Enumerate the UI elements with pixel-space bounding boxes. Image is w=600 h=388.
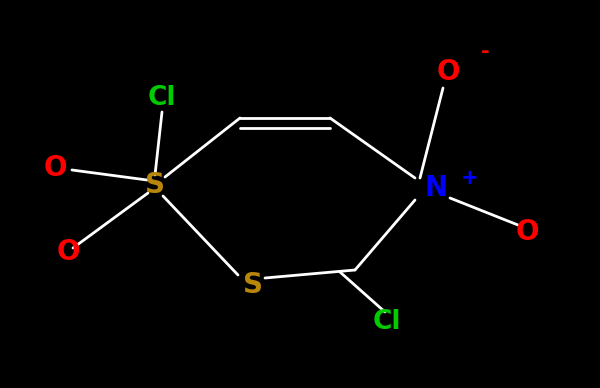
Text: +: + — [461, 168, 479, 188]
Text: O: O — [43, 154, 67, 182]
Text: O: O — [56, 238, 80, 266]
Text: S: S — [243, 271, 263, 299]
Text: N: N — [424, 174, 448, 202]
Text: S: S — [145, 171, 165, 199]
Text: O: O — [436, 58, 460, 86]
Text: Cl: Cl — [373, 309, 401, 335]
Text: Cl: Cl — [148, 85, 176, 111]
Text: O: O — [515, 218, 539, 246]
Text: -: - — [481, 42, 490, 62]
